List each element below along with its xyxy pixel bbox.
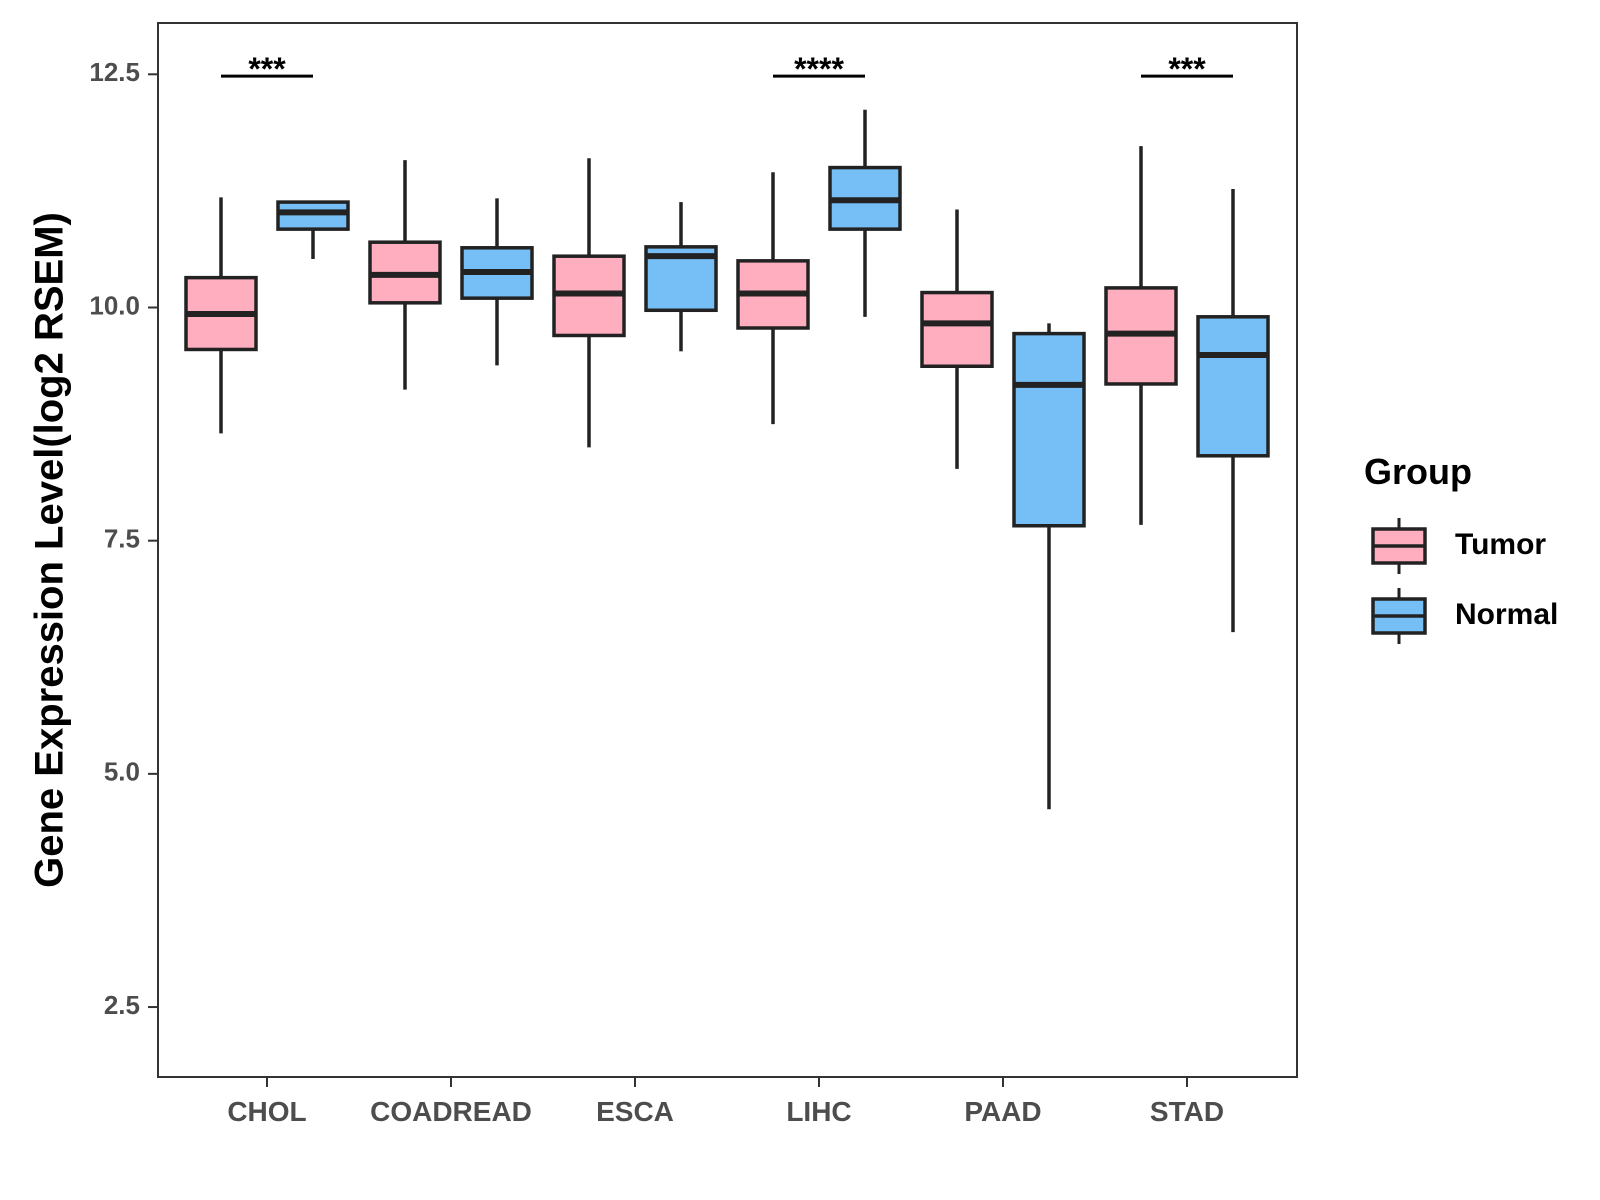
boxes xyxy=(184,109,1270,810)
x-tick-label: PAAD xyxy=(964,1096,1041,1127)
box-normal-esca xyxy=(644,202,718,352)
x-axis: CHOL COADREAD ESCA LIHC PAAD STAD xyxy=(227,1077,1224,1127)
x-tick-label: STAD xyxy=(1150,1096,1224,1127)
y-axis-title: Gene Expression Level(log2 RSEM) xyxy=(28,212,72,888)
box-body xyxy=(276,200,350,231)
y-tick-label: 10.0 xyxy=(89,290,140,320)
significance-annotations: *** **** *** xyxy=(221,51,1233,87)
box-normal-lihc xyxy=(828,109,902,317)
box-normal-paad xyxy=(1012,323,1086,810)
box-body xyxy=(920,290,994,368)
y-tick-label: 7.5 xyxy=(104,524,140,554)
box-tumor-lihc xyxy=(736,172,810,425)
box-tumor-coadread xyxy=(368,160,442,390)
legend-title: Group xyxy=(1364,451,1472,492)
box-normal-stad xyxy=(1196,189,1270,633)
box-normal-coadread xyxy=(460,198,534,366)
legend-key-normal xyxy=(1371,588,1427,644)
box-tumor-chol xyxy=(184,197,258,434)
legend: Group Tumor Normal xyxy=(1364,451,1558,644)
legend-key-tumor xyxy=(1371,518,1427,574)
x-tick-label: COADREAD xyxy=(370,1096,532,1127)
y-tick-label: 2.5 xyxy=(104,990,140,1020)
x-tick-label: LIHC xyxy=(786,1096,851,1127)
box-body xyxy=(1196,315,1270,458)
y-tick-label: 5.0 xyxy=(104,757,140,787)
y-tick-label: 12.5 xyxy=(89,57,140,87)
plot-panel xyxy=(157,22,1298,1078)
x-tick-label: CHOL xyxy=(227,1096,306,1127)
significance-label: *** xyxy=(1168,51,1206,87)
significance-label: *** xyxy=(248,51,286,87)
box-tumor-esca xyxy=(552,158,626,448)
significance-label: **** xyxy=(794,51,844,87)
y-axis: 2.5 5.0 7.5 10.0 12.5 xyxy=(89,57,158,1020)
box-tumor-stad xyxy=(1104,146,1178,525)
box-tumor-paad xyxy=(920,209,994,469)
box-normal-chol xyxy=(276,200,350,259)
x-tick-label: ESCA xyxy=(596,1096,674,1127)
legend-label-tumor: Tumor xyxy=(1455,528,1546,561)
legend-label-normal: Normal xyxy=(1455,598,1558,631)
box-body xyxy=(1012,331,1086,528)
